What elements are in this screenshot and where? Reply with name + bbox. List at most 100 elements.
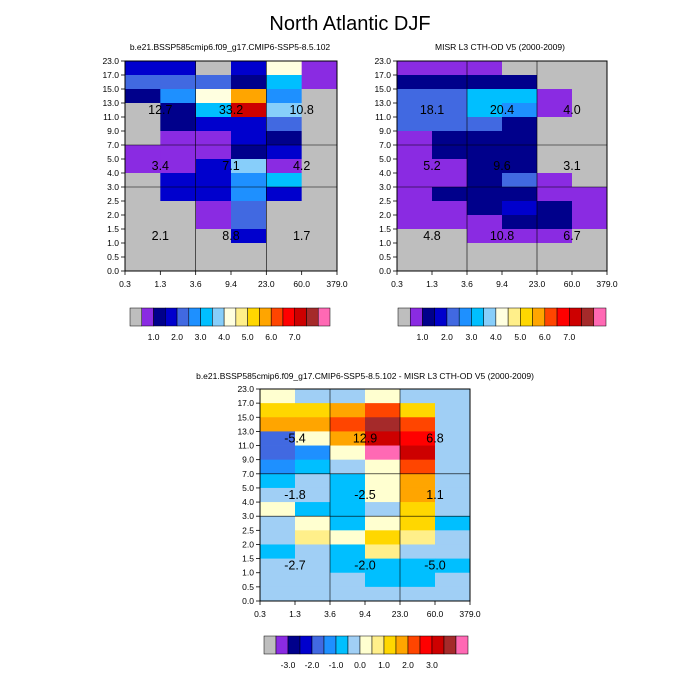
heatmap-cell: [572, 75, 608, 90]
heatmap-cell: [295, 445, 331, 461]
heatmap-cell: [502, 173, 538, 188]
heatmap-cell: [365, 473, 401, 489]
heatmap-cell: [301, 187, 338, 202]
heatmap-cell: [260, 572, 296, 588]
heatmap-cell: [125, 61, 161, 76]
heatmap-cell: [125, 75, 161, 90]
heatmap-cell: [260, 530, 296, 545]
heatmap-cell: [432, 159, 468, 174]
heatmap-cell: [231, 89, 267, 104]
heatmap-cell: [160, 103, 197, 118]
colorbar-swatch: [270, 307, 284, 327]
x-tick-label: 60.0: [427, 609, 444, 619]
colorbar-label: 6.0: [539, 332, 551, 342]
heatmap-cell: [231, 103, 267, 118]
colorbar-label: -1.0: [329, 660, 344, 670]
heatmap-cell: [260, 403, 296, 418]
heatmap-cell: [467, 159, 503, 174]
heatmap-cell: [572, 187, 608, 202]
heatmap-cell: [400, 487, 436, 503]
heatmap-cell: [260, 459, 296, 475]
heatmap-cell: [330, 516, 366, 531]
heatmap-cell: [295, 431, 331, 446]
heatmap-cell: [502, 131, 538, 146]
heatmap-cell: [572, 173, 608, 188]
heatmap-cell: [365, 530, 401, 545]
heatmap-cell: [432, 215, 468, 230]
heatmap-cell: [330, 558, 366, 574]
colorbar-swatch: [235, 307, 248, 327]
heatmap-cell: [301, 215, 338, 230]
colorbar-label: 4.0: [490, 332, 502, 342]
heatmap-cell: [502, 103, 538, 118]
panel-title: b.e21.BSSP585cmip6.f09_g17.CMIP6-SSP5-8.…: [196, 371, 534, 381]
heatmap-cell: [301, 173, 338, 188]
heatmap-cell: [301, 61, 338, 76]
heatmap-cell: [125, 89, 161, 104]
heatmap-cell: [502, 75, 538, 90]
heatmap-cell: [537, 117, 573, 132]
heatmap-cell: [365, 389, 401, 404]
colorbar-label: 2.0: [441, 332, 453, 342]
heatmap-cell: [160, 131, 197, 146]
summary-value-label: 10.8: [289, 103, 313, 117]
heatmap-cell: [397, 201, 433, 216]
heatmap-cell: [502, 229, 538, 244]
colorbar-swatch: [200, 307, 213, 327]
heatmap-cell: [195, 159, 232, 174]
heatmap-cell: [195, 117, 232, 132]
heatmap-cell: [266, 103, 303, 118]
heatmap-cell: [160, 75, 197, 90]
colorbar-swatch: [422, 307, 435, 327]
heatmap-cell: [295, 459, 331, 475]
heatmap-cell: [432, 201, 468, 216]
y-tick-label: 3.0: [107, 182, 119, 192]
heatmap-panel-1: b.e21.BSSP585cmip6.f09_g17.CMIP6-SSP5-8.…: [102, 42, 347, 342]
heatmap-cell: [195, 131, 232, 146]
heatmap-cell: [295, 502, 331, 517]
summary-value-label: -5.0: [424, 559, 446, 573]
colorbar-swatch: [458, 307, 472, 327]
colorbar-label: 5.0: [514, 332, 526, 342]
y-tick-label: 1.0: [379, 238, 391, 248]
summary-value-label: 20.4: [490, 103, 514, 117]
colorbar-swatch: [247, 307, 260, 327]
y-tick-label: 1.5: [242, 554, 254, 564]
colorbar-swatch: [299, 635, 313, 655]
colorbar-swatch: [141, 307, 154, 327]
summary-value-label: 12.7: [148, 103, 172, 117]
colorbar-swatch: [317, 307, 331, 327]
heatmap-cell: [400, 473, 436, 489]
heatmap-cell: [301, 89, 338, 104]
heatmap-cell: [502, 243, 538, 258]
y-tick-label: 1.0: [242, 568, 254, 578]
colorbar-swatch: [520, 307, 533, 327]
colorbar-swatch: [347, 635, 361, 655]
heatmap-cell: [266, 215, 303, 230]
heatmap-cell: [125, 159, 161, 174]
heatmap-cell: [467, 215, 503, 230]
colorbar-swatch: [397, 307, 411, 327]
summary-value-label: 7.1: [222, 159, 239, 173]
x-tick-label: 60.0: [293, 279, 310, 289]
heatmap-cell: [435, 558, 471, 574]
x-tick-label: 23.0: [258, 279, 275, 289]
heatmap-cell: [397, 215, 433, 230]
y-tick-label: 13.0: [374, 98, 391, 108]
heatmap-cell: [266, 89, 303, 104]
heatmap-cell: [330, 586, 366, 602]
heatmap-cell: [397, 145, 433, 160]
heatmap-cell: [572, 103, 608, 118]
heatmap-cell: [365, 487, 401, 503]
heatmap-cell: [502, 159, 538, 174]
heatmap-cell: [195, 173, 232, 188]
colorbar-swatch: [383, 635, 397, 655]
heatmap-cell: [537, 257, 573, 272]
heatmap-cell: [195, 145, 232, 160]
y-tick-label: 15.0: [374, 84, 391, 94]
heatmap-cell: [502, 145, 538, 160]
y-tick-label: 0.5: [379, 252, 391, 262]
y-tick-label: 9.0: [379, 126, 391, 136]
heatmap-cell: [266, 257, 303, 272]
summary-value-label: 4.2: [293, 159, 310, 173]
